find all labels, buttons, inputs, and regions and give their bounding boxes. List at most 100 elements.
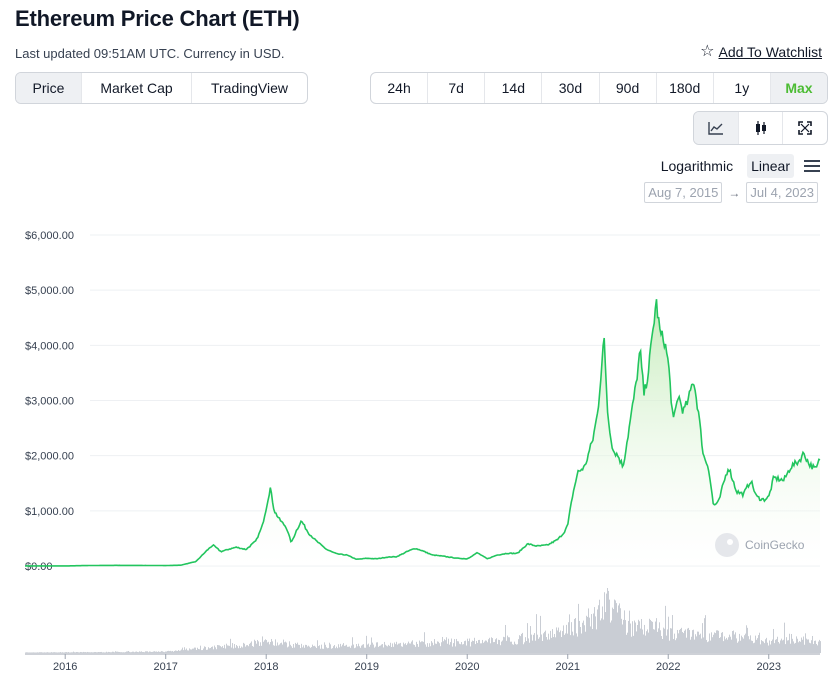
- volume-bar: [696, 636, 697, 653]
- volume-bar: [627, 632, 628, 653]
- volume-bar: [618, 605, 619, 653]
- volume-bar: [727, 639, 728, 653]
- volume-bar: [623, 619, 624, 653]
- volume-bar: [778, 641, 779, 653]
- volume-bar: [291, 646, 292, 653]
- volume-bar: [541, 634, 542, 653]
- tab-market-cap[interactable]: Market Cap: [82, 73, 192, 103]
- volume-bar: [132, 651, 133, 653]
- volume-bar: [85, 652, 86, 653]
- volume-bar: [407, 643, 408, 653]
- volume-bar: [348, 646, 349, 653]
- volume-bar: [188, 650, 189, 653]
- volume-bar: [102, 652, 103, 653]
- volume-bar: [198, 648, 199, 653]
- x-tick-label: 2019: [354, 661, 378, 673]
- line-chart-button[interactable]: [694, 112, 739, 144]
- tab-price[interactable]: Price: [16, 73, 82, 103]
- volume-bar: [656, 618, 657, 653]
- volume-bar: [539, 637, 540, 653]
- volume-bar: [157, 651, 158, 653]
- volume-bar: [553, 637, 554, 653]
- linear-option[interactable]: Linear: [747, 154, 794, 178]
- volume-bar: [242, 647, 243, 653]
- volume-bar: [126, 651, 127, 653]
- x-axis: 2016 2017 2018 2019 2020 2021 2022 2023: [53, 654, 781, 673]
- volume-bar: [257, 639, 258, 653]
- volume-bar: [698, 631, 699, 653]
- price-chart[interactable]: $0.00 $1,000.00 $2,000.00 $3,000.00 $4,000.0…: [0, 210, 834, 680]
- volume-bar: [318, 646, 319, 653]
- range-180d[interactable]: 180d: [657, 73, 714, 103]
- volume-bar: [373, 644, 374, 653]
- volume-bar: [266, 640, 267, 653]
- volume-bar: [402, 646, 403, 653]
- volume-bar: [334, 644, 335, 653]
- volume-bar: [756, 639, 757, 653]
- volume-bar: [265, 639, 266, 653]
- range-90d[interactable]: 90d: [600, 73, 657, 103]
- volume-bar: [482, 639, 483, 653]
- volume-bar: [632, 621, 633, 653]
- logarithmic-option[interactable]: Logarithmic: [660, 158, 734, 174]
- volume-bar: [740, 640, 741, 653]
- hamburger-menu-icon[interactable]: [804, 160, 820, 172]
- volume-bar: [136, 651, 137, 653]
- fullscreen-button[interactable]: [783, 112, 827, 144]
- volume-bar: [701, 638, 702, 653]
- volume-bar: [549, 639, 550, 653]
- volume-bar: [323, 648, 324, 653]
- volume-bar: [284, 642, 285, 653]
- volume-bar: [660, 630, 661, 653]
- range-24h[interactable]: 24h: [371, 73, 429, 103]
- volume-bar: [181, 649, 182, 653]
- volume-bar: [57, 652, 58, 653]
- range-1y[interactable]: 1y: [714, 73, 771, 103]
- date-from-input[interactable]: Aug 7, 2015: [644, 182, 723, 203]
- volume-bar: [214, 645, 215, 653]
- volume-bar: [256, 643, 257, 653]
- volume-bar: [393, 646, 394, 653]
- range-30d[interactable]: 30d: [542, 73, 600, 103]
- range-14d[interactable]: 14d: [485, 73, 543, 103]
- volume-bar: [90, 652, 91, 653]
- volume-bar: [241, 646, 242, 653]
- candlestick-icon: [755, 121, 766, 135]
- volume-bar: [419, 640, 420, 653]
- volume-bar: [98, 652, 99, 653]
- line-chart-icon: [708, 122, 723, 135]
- volume-bar: [50, 652, 51, 653]
- volume-bar: [80, 651, 81, 653]
- candlestick-button[interactable]: [739, 112, 784, 144]
- add-to-watchlist-link[interactable]: ☆ Add To Watchlist: [700, 44, 822, 61]
- volume-bar: [444, 639, 445, 653]
- volume-bar: [721, 632, 722, 653]
- volume-bar: [112, 651, 113, 653]
- range-7d[interactable]: 7d: [428, 73, 486, 103]
- volume-bar: [588, 608, 589, 653]
- volume-bar: [60, 652, 61, 653]
- volume-bar: [250, 642, 251, 653]
- volume-bar: [65, 652, 66, 653]
- volume-bar: [508, 637, 509, 653]
- range-max[interactable]: Max: [770, 73, 827, 103]
- tab-tradingview[interactable]: TradingView: [210, 80, 289, 96]
- volume-bar: [771, 640, 772, 653]
- volume-bar: [744, 635, 745, 653]
- volume-bar: [726, 637, 727, 653]
- volume-bar: [491, 637, 492, 653]
- volume-bar: [481, 643, 482, 653]
- volume-bar: [769, 640, 770, 653]
- volume-bar: [270, 642, 271, 653]
- volume-bar: [580, 626, 581, 653]
- volume-bar: [504, 637, 505, 653]
- volume-bar: [79, 652, 80, 653]
- volume-bar: [273, 645, 274, 653]
- volume-bar: [100, 652, 101, 653]
- volume-bar: [169, 651, 170, 653]
- volume-bar: [635, 622, 636, 653]
- date-to-input[interactable]: Jul 4, 2023: [746, 182, 818, 203]
- volume-bar: [397, 644, 398, 653]
- volume-bar: [812, 635, 813, 653]
- volume-bar: [818, 641, 819, 653]
